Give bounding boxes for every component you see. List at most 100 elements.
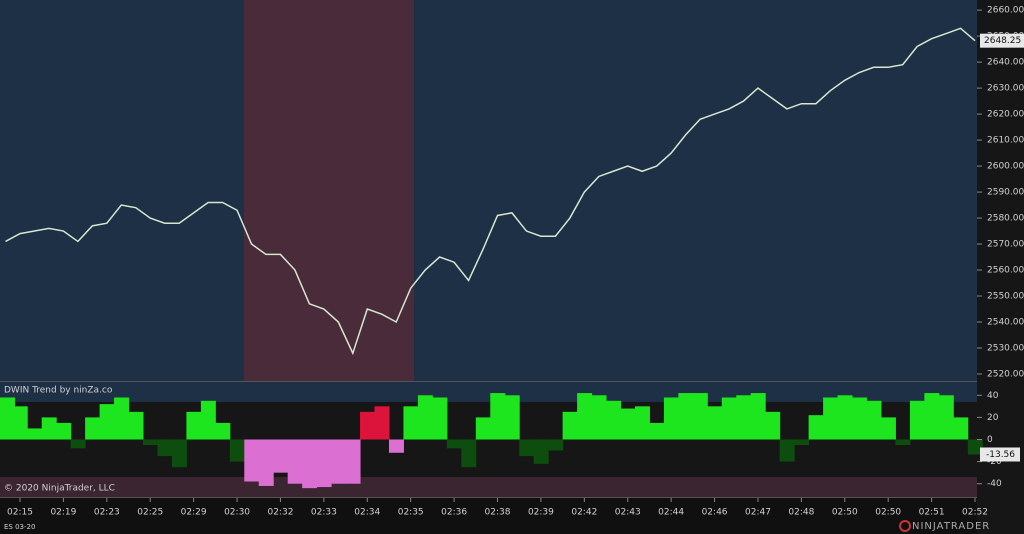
indicator-bar: [663, 397, 679, 440]
x-tick-label: 02:38: [485, 508, 511, 518]
indicator-bar: [649, 422, 665, 440]
x-tick-label: 02:47: [745, 508, 771, 518]
indicator-bar: [620, 408, 636, 440]
y-tick-label: 2520.00: [987, 369, 1024, 379]
indicator-bar: [750, 393, 766, 440]
x-tick-label: 02:52: [962, 508, 988, 518]
brand-icon: [899, 520, 911, 532]
y-tick-label: 2620.00: [987, 110, 1024, 120]
price-panel: [0, 0, 977, 381]
x-tick-label: 02:44: [658, 508, 684, 518]
indicator-bar: [577, 393, 593, 440]
indicator-bar: [895, 439, 911, 446]
indicator-bar: [707, 406, 723, 440]
indicator-bar: [909, 400, 925, 440]
indicator-bar: [490, 393, 506, 440]
indicator-bar: [0, 397, 15, 440]
y-tick-label: 2590.00: [987, 188, 1024, 198]
indicator-top-band: [0, 382, 977, 402]
price-axis: [977, 0, 1024, 534]
indicator-bar: [953, 417, 969, 440]
x-tick-label: 02:34: [354, 508, 380, 518]
indicator-bar: [70, 439, 86, 449]
indicator-bar: [736, 395, 752, 440]
indicator-bar: [273, 439, 289, 473]
indicator-bar: [229, 439, 245, 462]
indicator-bar: [200, 400, 216, 440]
y-tick-label: 2600.00: [987, 162, 1024, 172]
indicator-bar: [85, 417, 101, 440]
indicator-bar: [128, 411, 144, 440]
indicator-bar: [446, 439, 462, 449]
last-price-box: [980, 33, 1024, 48]
indicator-bar: [779, 439, 795, 462]
indicator-bar: [721, 397, 737, 440]
indicator-bar: [562, 411, 578, 440]
indicator-bar: [866, 400, 882, 440]
y-tick-label: 2640.00: [987, 58, 1024, 68]
y-tick-label: 2660.00: [987, 6, 1024, 16]
indicator-bar: [331, 439, 347, 484]
indicator-bar: [316, 439, 332, 488]
indicator-bar: [967, 439, 983, 455]
x-tick-label: 02:29: [181, 508, 207, 518]
x-tick-label: 02:35: [398, 508, 424, 518]
indicator-bar: [548, 439, 564, 451]
indicator-bar: [388, 439, 404, 453]
last-value-box: [980, 447, 1020, 462]
indicator-bar: [432, 397, 448, 440]
indicator-bar: [244, 439, 260, 482]
y-tick-label: 40: [987, 391, 999, 401]
y-tick-label: 0: [987, 435, 993, 445]
y-tick-label: 2630.00: [987, 84, 1024, 94]
x-tick-label: 02:42: [571, 508, 597, 518]
y-tick-label: 20: [987, 413, 999, 423]
y-tick-label: 2530.00: [987, 343, 1024, 353]
x-tick-label: 02:23: [94, 508, 120, 518]
y-tick-label: 2580.00: [987, 214, 1024, 224]
indicator-bar: [287, 439, 303, 484]
indicator-bar: [606, 400, 622, 440]
indicator-bar: [924, 393, 940, 440]
indicator-bar: [533, 439, 549, 464]
indicator-bar: [938, 395, 954, 440]
y-tick-label: 2570.00: [987, 240, 1024, 250]
indicator-bar: [302, 439, 318, 489]
x-tick-label: 02:46: [702, 508, 728, 518]
indicator-bar: [519, 439, 535, 457]
price-line: [5, 27, 976, 356]
indicator-bar: [504, 395, 520, 440]
y-tick-label: 2550.00: [987, 292, 1024, 302]
indicator-bar: [591, 395, 607, 440]
indicator-bar: [852, 397, 867, 440]
x-tick-label: 02:39: [528, 508, 554, 518]
indicator-bar: [765, 411, 781, 440]
y-tick-label: 2560.00: [987, 266, 1024, 276]
indicator-bar: [880, 417, 896, 440]
x-tick-label: 02:51: [919, 508, 945, 518]
indicator-bar: [823, 397, 839, 440]
indicator-bar: [678, 393, 694, 440]
indicator-bar: [808, 415, 824, 440]
x-tick-label: 02:43: [615, 508, 641, 518]
x-tick-label: 02:33: [311, 508, 337, 518]
indicator-bar: [99, 404, 115, 440]
indicator-bar: [403, 406, 419, 440]
indicator-bar: [215, 422, 231, 440]
x-tick-label: 02:50: [875, 508, 901, 518]
x-tick-label: 02:50: [832, 508, 858, 518]
indicator-bar: [461, 439, 477, 468]
indicator-bar: [345, 439, 361, 484]
y-tick-label: -20: [987, 457, 1002, 467]
indicator-bar: [186, 411, 202, 440]
indicator-bar: [258, 439, 274, 486]
brand-logo: NINJATRADER: [912, 521, 990, 532]
indicator-bar: [114, 397, 130, 440]
indicator-bar: [56, 422, 72, 440]
y-tick-label: 2610.00: [987, 136, 1024, 146]
x-tick-label: 02:30: [224, 508, 250, 518]
copyright: © 2020 NinjaTrader, LLC: [4, 484, 115, 494]
indicator-bar: [374, 406, 390, 440]
downtrend-zone: [244, 0, 414, 381]
